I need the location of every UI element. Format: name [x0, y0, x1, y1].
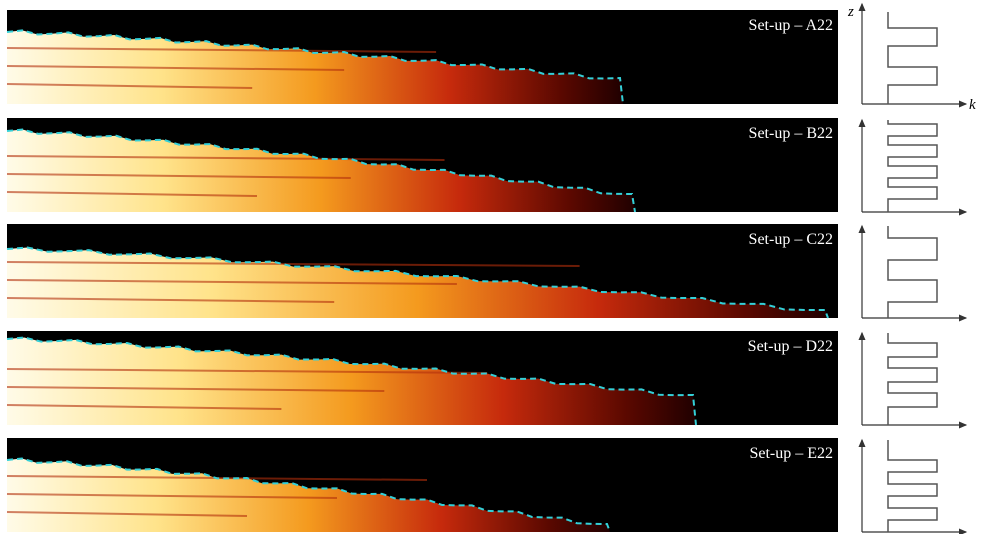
streak [6, 173, 351, 179]
flame-region [7, 129, 635, 212]
flame-region [7, 337, 696, 425]
k-label: k [969, 97, 976, 113]
panel-label: Set-up – D22 [748, 338, 833, 355]
z-label: z [847, 4, 854, 20]
streak [6, 279, 457, 285]
label-box [716, 438, 838, 466]
flame-front [6, 29, 624, 105]
panel-label: Set-up – A22 [749, 17, 833, 34]
panel-label: Set-up – C22 [749, 231, 833, 248]
streak [6, 65, 345, 71]
flame-front [6, 336, 697, 426]
panel-label: Set-up – E22 [749, 445, 833, 462]
flame-front [6, 246, 829, 319]
flame-front [6, 457, 611, 533]
streak [6, 404, 282, 410]
label-box [716, 118, 838, 146]
label-box [716, 331, 838, 359]
streak [6, 83, 253, 89]
streak [6, 261, 580, 267]
flame-front [6, 128, 636, 213]
profile [887, 226, 938, 318]
streak [6, 511, 248, 517]
streak [6, 297, 335, 303]
streak [6, 386, 385, 392]
profile [887, 12, 938, 104]
streak [6, 493, 338, 499]
profile [887, 333, 938, 425]
streak [6, 47, 437, 53]
label-box [716, 224, 838, 252]
streak [6, 368, 488, 374]
profile [887, 120, 938, 212]
profile [887, 440, 938, 532]
streak [6, 155, 445, 161]
streak [6, 191, 258, 197]
label-box [716, 10, 838, 38]
panel-label: Set-up – B22 [749, 125, 833, 142]
